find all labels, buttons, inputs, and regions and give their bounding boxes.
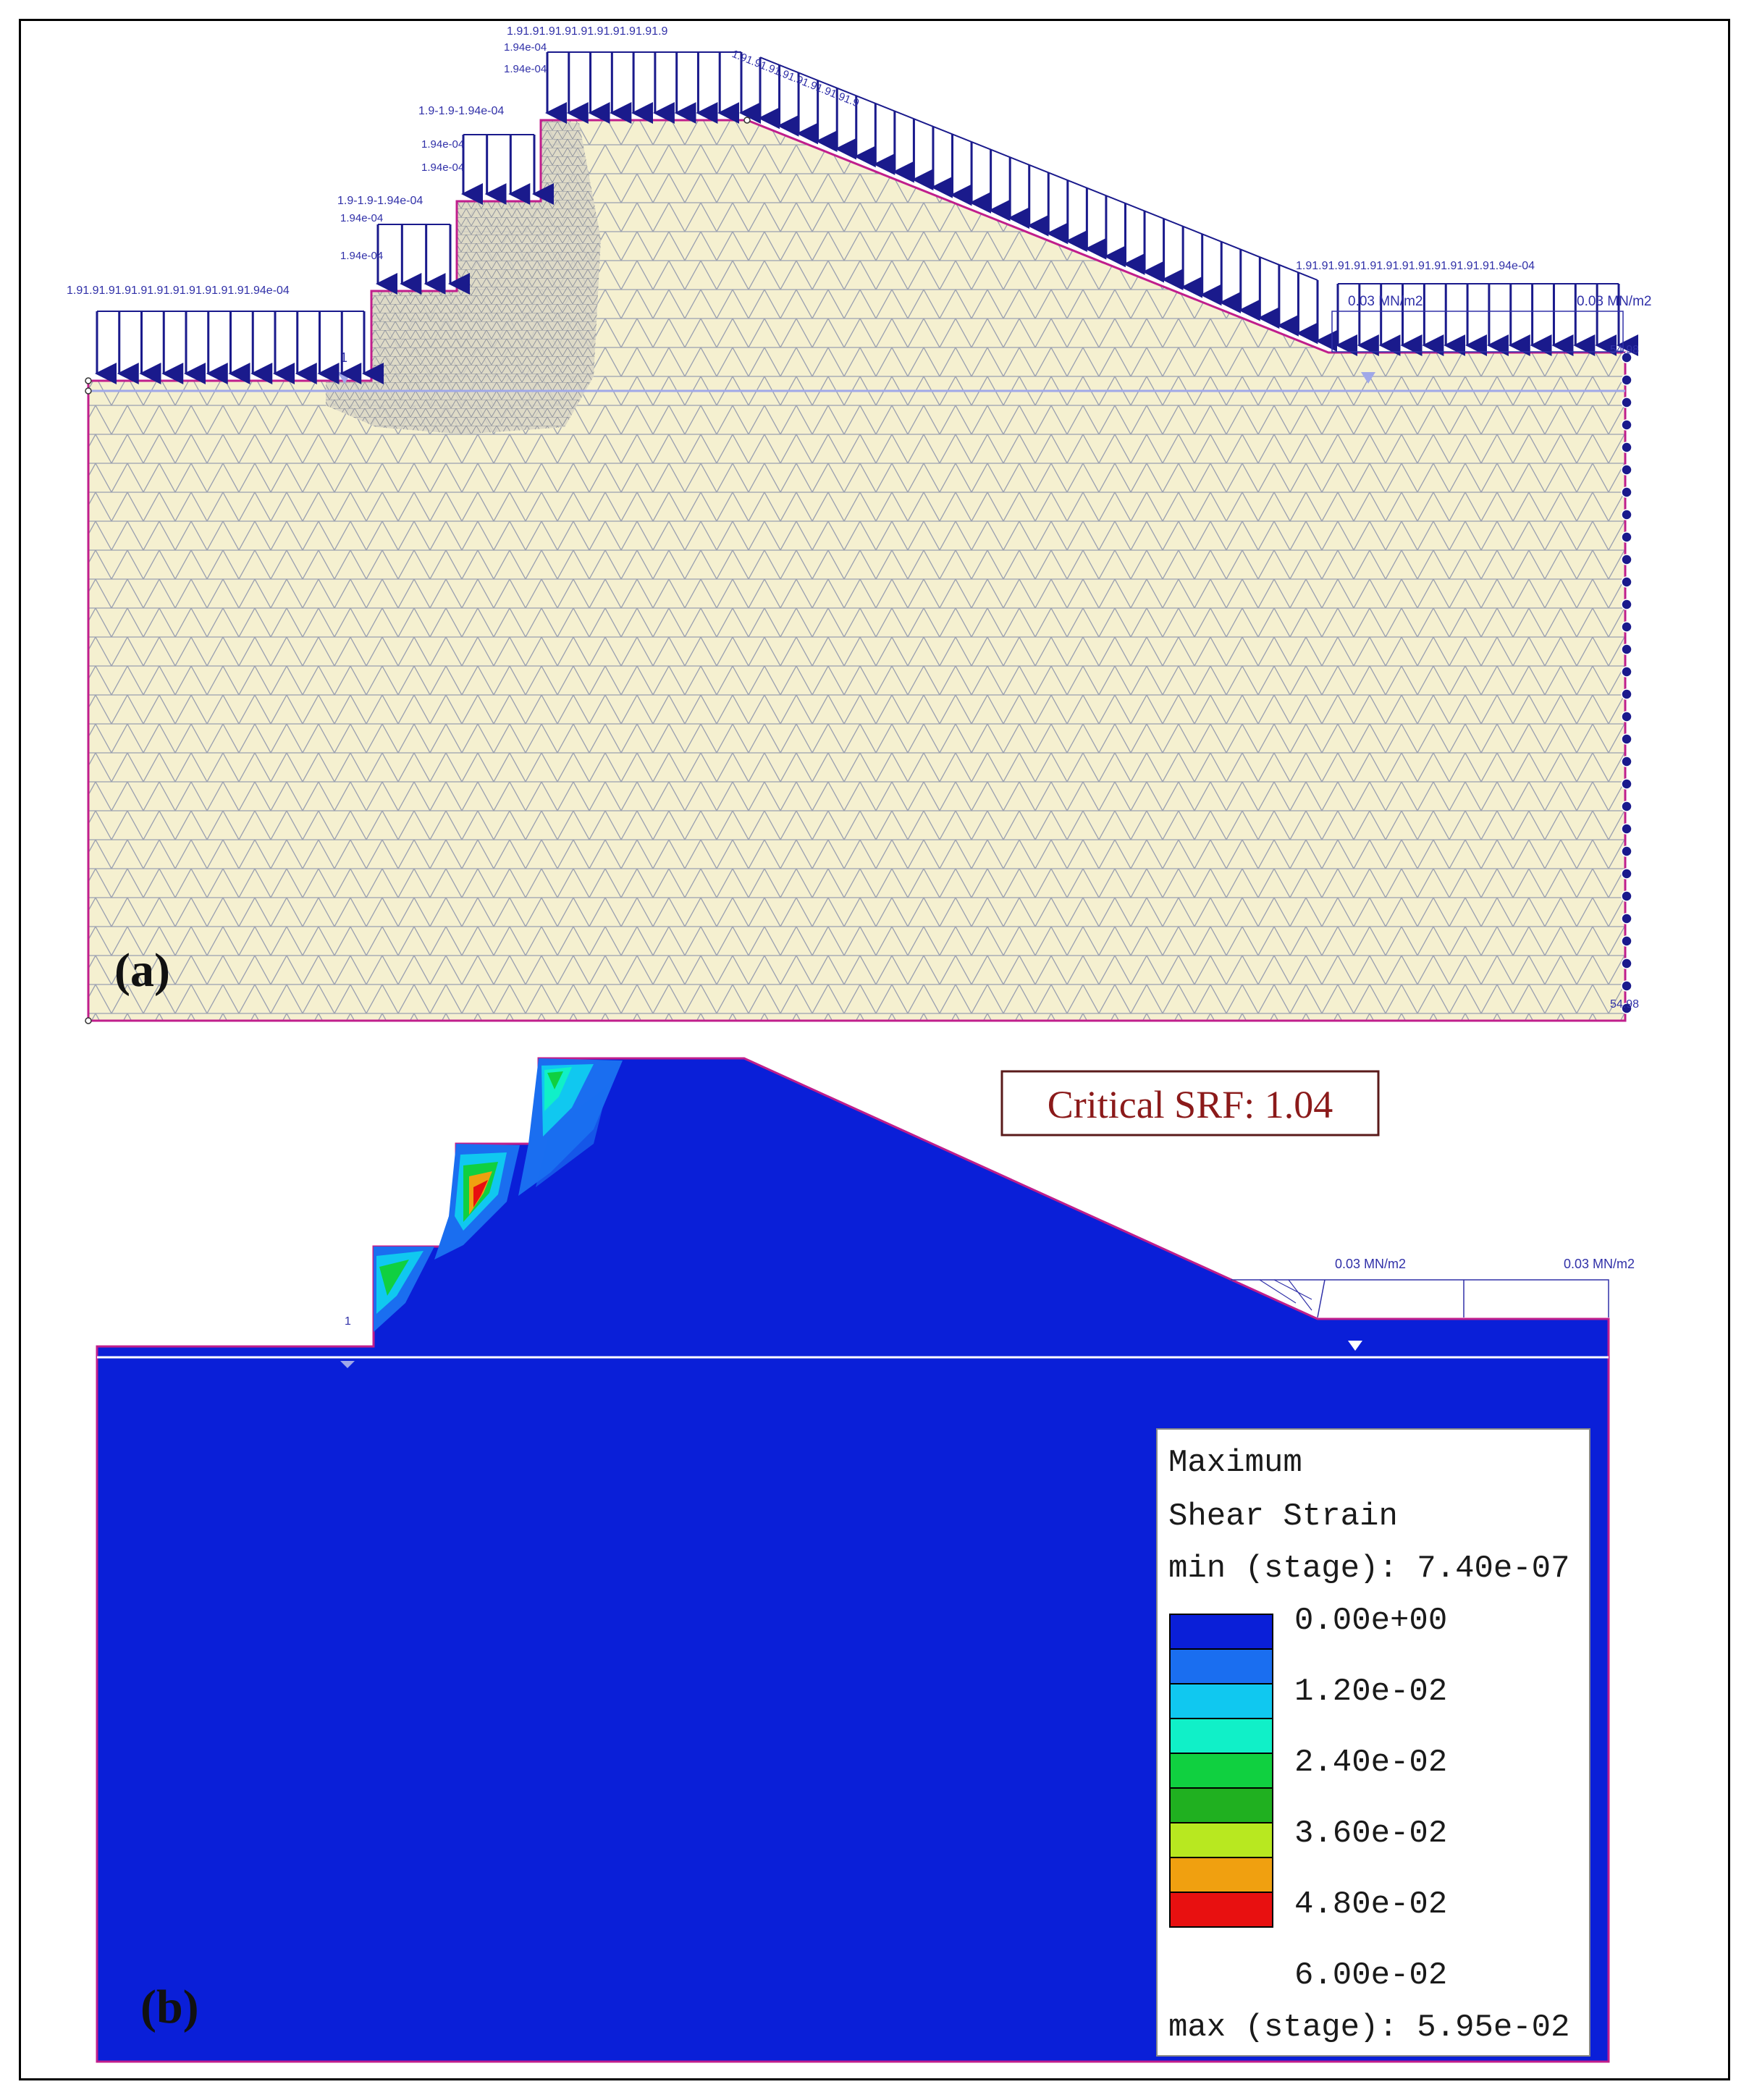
support-roller-icon [1621, 352, 1632, 363]
legend-value-label: 0.00e+00 [1294, 1603, 1447, 1639]
support-roller-icon [1621, 599, 1632, 610]
legend-value-label: 3.60e-02 [1294, 1816, 1447, 1852]
panel-a-boundary [87, 119, 1627, 1022]
support-roller-icon [1621, 868, 1632, 880]
boundary-value-top: 54.98 [1610, 344, 1639, 356]
panel-a-load-arrows [95, 51, 1638, 384]
load-label-left: 1.91.91.91.91.91.91.91.91.91.91.91.94e-0… [67, 284, 290, 297]
load-label-top-small-b: 1.94e-04 [504, 63, 547, 75]
load-label-step2-small: 1.94e-04 [340, 212, 383, 224]
dist-load-label-2-b: 0.03 MN/m2 [1564, 1257, 1635, 1271]
panel-a-label: (a) [114, 944, 170, 997]
support-roller-icon [1621, 958, 1632, 969]
support-roller-icon [1621, 778, 1632, 790]
panel-b-water-marker-left [340, 1361, 355, 1368]
load-label-top-small: 1.94e-04 [504, 41, 547, 54]
critical-srf-label: Critical SRF: 1.04 [1048, 1083, 1333, 1126]
load-label-step2: 1.9-1.9-1.94e-04 [337, 195, 423, 207]
legend-swatch [1169, 1857, 1273, 1893]
support-roller-icon [1621, 644, 1632, 655]
load-label-slope: 1.91.91.91.91.91.91.91.91.9 [730, 48, 861, 109]
vertex-icon [85, 387, 92, 395]
legend-title-line1: Maximum [1168, 1445, 1302, 1481]
legend: Maximum Shear Strain min (stage): 7.40e-… [1156, 1428, 1590, 2057]
support-roller-icon [1621, 397, 1632, 408]
panel-a: 1 1.91.91.91.91.91.91.91.91.91.91.91.94e… [67, 25, 1651, 1024]
support-roller-icon [1621, 980, 1632, 992]
support-roller-icon [1621, 935, 1632, 947]
legend-swatch [1169, 1614, 1273, 1650]
load-label-step3-small: 1.94e-04 [421, 138, 464, 151]
panel-a-water-marker-right [1361, 372, 1375, 384]
load-label-right: 1.91.91.91.91.91.91.91.91.91.91.91.91.94… [1296, 260, 1535, 272]
legend-min: min (stage): 7.40e-07 [1168, 1551, 1570, 1587]
support-roller-icon [1621, 711, 1632, 722]
panel-b-label: (b) [140, 1981, 199, 2033]
panel-a-boundary-supports [1621, 352, 1632, 1014]
dist-load-label-2-a: 0.03 MN/m2 [1577, 294, 1651, 309]
panel-a-water-marker-label: 1 [340, 350, 347, 365]
legend-swatch [1169, 1822, 1273, 1858]
boundary-value-bottom: 54.98 [1610, 998, 1639, 1011]
legend-swatch [1169, 1787, 1273, 1823]
panel-b-dist-load [1231, 1279, 1609, 1318]
legend-swatch [1169, 1718, 1273, 1754]
support-roller-icon [1621, 688, 1632, 700]
legend-swatch [1169, 1892, 1273, 1928]
support-roller-icon [1621, 374, 1632, 386]
figure-frame [19, 19, 1730, 2080]
support-roller-icon [1621, 756, 1632, 767]
legend-value-label: 4.80e-02 [1294, 1886, 1447, 1923]
panel-b: 1 0.03 MN/m2 0.03 MN/m2 Critical SRF: 1.… [96, 1057, 1635, 2063]
panel-b-water-marker-label: 1 [345, 1315, 351, 1328]
legend-title-line2: Shear Strain [1168, 1498, 1398, 1535]
legend-swatch [1169, 1683, 1273, 1719]
support-roller-icon [1621, 554, 1632, 565]
support-roller-icon [1621, 801, 1632, 812]
support-roller-icon [1621, 890, 1632, 902]
support-roller-icon [1621, 823, 1632, 835]
support-roller-icon [1621, 531, 1632, 543]
legend-swatch [1169, 1648, 1273, 1684]
legend-value-label: 1.20e-02 [1294, 1674, 1447, 1710]
legend-swatch [1169, 1753, 1273, 1789]
support-roller-icon [1621, 846, 1632, 857]
vertex-icon [85, 377, 92, 384]
load-label-step3-small-b: 1.94e-04 [421, 161, 464, 174]
legend-bins: 0.00e+00 1.20e-02 2.40e-02 3.60e-02 4.80e-02… [1169, 1603, 1447, 1994]
vertex-icon [743, 117, 751, 124]
panel-b-shear-band [374, 1058, 623, 1332]
legend-value-label: 6.00e-02 [1294, 1957, 1447, 1994]
legend-value-label: 2.40e-02 [1294, 1745, 1447, 1781]
support-roller-icon [1621, 576, 1632, 588]
load-label-step3: 1.9-1.9-1.94e-04 [418, 105, 504, 117]
load-label-top: 1.91.91.91.91.91.91.91.91.91.9 [507, 25, 668, 38]
support-roller-icon [1621, 666, 1632, 678]
support-roller-icon [1621, 621, 1632, 633]
panel-a-dist-load-box [1331, 311, 1624, 353]
support-roller-icon [1621, 464, 1632, 476]
critical-srf-box [1000, 1070, 1380, 1137]
support-roller-icon [1621, 442, 1632, 453]
panel-a-mesh [88, 120, 1625, 1021]
dist-load-label-1-b: 0.03 MN/m2 [1335, 1257, 1406, 1271]
support-roller-icon [1621, 486, 1632, 498]
dist-load-label-1-a: 0.03 MN/m2 [1348, 294, 1423, 309]
support-roller-icon [1621, 913, 1632, 924]
legend-max: max (stage): 5.95e-02 [1168, 2010, 1570, 2046]
panel-b-water-marker-right [1348, 1341, 1362, 1351]
support-roller-icon [1621, 733, 1632, 745]
support-roller-icon [1621, 509, 1632, 520]
load-label-step2-small-b: 1.94e-04 [340, 250, 383, 262]
support-roller-icon [1621, 1003, 1632, 1014]
vertex-icon [85, 1017, 92, 1024]
support-roller-icon [1621, 419, 1632, 431]
